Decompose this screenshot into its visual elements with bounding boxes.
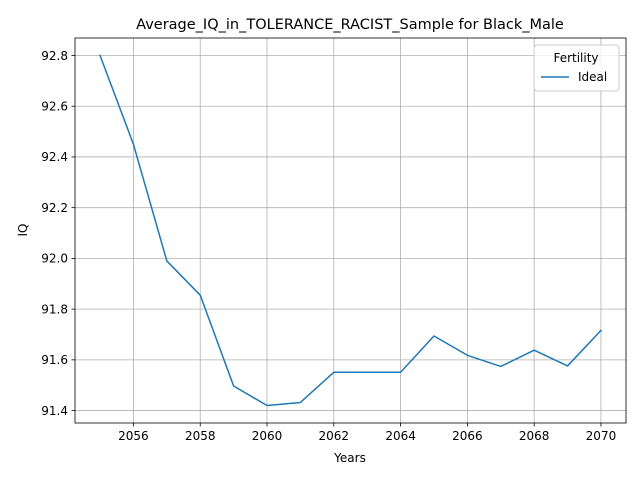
y-tick-label: 91.6 bbox=[41, 353, 68, 367]
x-tick-label: 2062 bbox=[319, 429, 350, 443]
x-axis-ticks: 2056 2058 2060 2062 2064 2066 2068 2070 bbox=[118, 423, 616, 443]
plot-area-frame bbox=[74, 37, 627, 424]
y-tick-label: 92.0 bbox=[41, 252, 68, 266]
chart-title: Average_IQ_in_TOLERANCE_RACIST_Sample fo… bbox=[136, 17, 564, 33]
x-tick-label: 2058 bbox=[185, 429, 216, 443]
y-axis-label: IQ bbox=[16, 224, 30, 237]
legend-box bbox=[533, 44, 620, 92]
y-tick-label: 92.6 bbox=[41, 100, 68, 114]
y-tick-label: 91.8 bbox=[41, 302, 68, 316]
x-axis-label: Years bbox=[333, 451, 366, 465]
gridlines bbox=[75, 38, 626, 423]
x-tick-label: 2066 bbox=[452, 429, 483, 443]
series-line-ideal bbox=[99, 54, 603, 407]
legend: Fertility Ideal bbox=[533, 44, 620, 92]
y-tick-label: 91.4 bbox=[41, 404, 68, 418]
x-tick-label: 2064 bbox=[385, 429, 416, 443]
series-lines bbox=[99, 54, 603, 407]
x-tick-label: 2068 bbox=[519, 429, 550, 443]
x-tick-label: 2060 bbox=[252, 429, 283, 443]
x-tick-label: 2070 bbox=[586, 429, 617, 443]
y-axis-ticks: 91.4 91.6 91.8 92.0 92.2 92.4 92.6 92.8 bbox=[41, 49, 75, 418]
y-tick-label: 92.8 bbox=[41, 49, 68, 63]
y-tick-label: 92.4 bbox=[41, 150, 68, 164]
x-tick-label: 2056 bbox=[118, 429, 149, 443]
y-tick-label: 92.2 bbox=[41, 201, 68, 215]
legend-label-ideal: Ideal bbox=[578, 70, 607, 84]
legend-title: Fertility bbox=[553, 51, 598, 65]
